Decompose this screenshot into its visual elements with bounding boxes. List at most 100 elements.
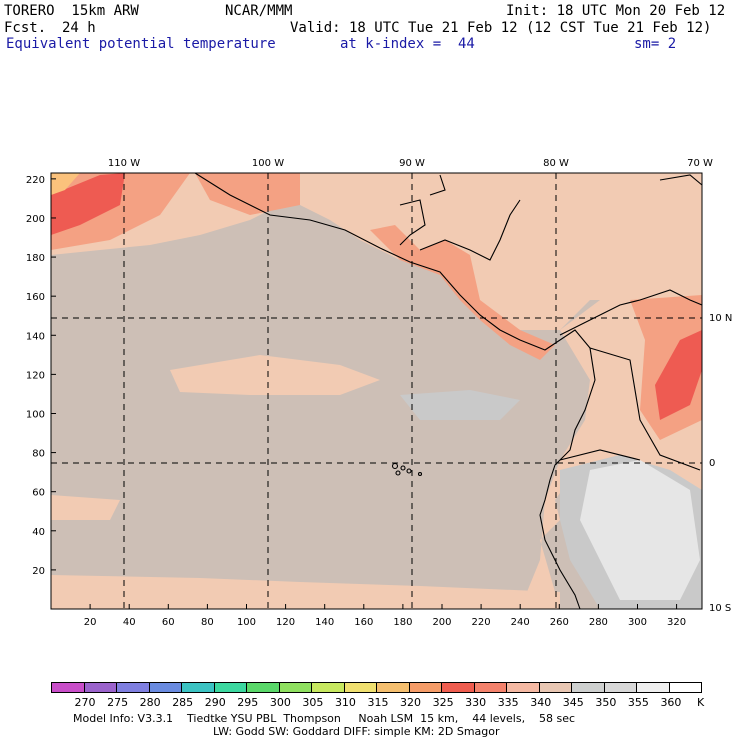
x-tick-label: 180 bbox=[393, 617, 412, 628]
longitude-label: 100 W bbox=[252, 158, 284, 169]
colorbar-swatch bbox=[409, 683, 442, 692]
colorbar-swatch bbox=[52, 683, 85, 692]
x-tick-label: 120 bbox=[276, 617, 295, 628]
colorbar-swatch bbox=[312, 683, 345, 692]
colorbar-label: 285 bbox=[172, 696, 194, 709]
y-tick-label: 20 bbox=[32, 566, 45, 577]
colorbar-label: 305 bbox=[302, 696, 324, 709]
colorbar-swatch bbox=[117, 683, 150, 692]
coastlines bbox=[194, 172, 703, 610]
colorbar-label: 295 bbox=[237, 696, 259, 709]
x-tick-label: 100 bbox=[237, 617, 256, 628]
x-tick-label: 240 bbox=[511, 617, 530, 628]
y-tick-label: 40 bbox=[32, 527, 45, 538]
colorbar-swatch bbox=[442, 683, 475, 692]
colorbar-swatch bbox=[182, 683, 215, 692]
x-tick-label: 20 bbox=[84, 617, 97, 628]
latitude-label: 0 bbox=[709, 458, 715, 469]
colorbar-swatch bbox=[507, 683, 540, 692]
forecast-hour: 24 h bbox=[62, 20, 96, 36]
y-tick-label: 100 bbox=[26, 409, 45, 420]
x-tick-label: 160 bbox=[354, 617, 373, 628]
y-tick-label: 80 bbox=[32, 449, 45, 460]
x-tick-label: 140 bbox=[315, 617, 334, 628]
colorbar-label: 270 bbox=[74, 696, 96, 709]
colorbar-swatch bbox=[247, 683, 280, 692]
colorbar-label: 355 bbox=[627, 696, 649, 709]
longitude-label: 70 W bbox=[687, 158, 713, 169]
peach-corner bbox=[51, 173, 80, 195]
colorbar-swatch bbox=[214, 683, 247, 692]
colorbar-label: 330 bbox=[465, 696, 487, 709]
colorbar-label: 345 bbox=[562, 696, 584, 709]
x-tick-label: 320 bbox=[667, 617, 686, 628]
colorbar-label: 275 bbox=[107, 696, 129, 709]
smoothing-label: sm= 2 bbox=[634, 36, 677, 52]
colorbar-swatch bbox=[149, 683, 182, 692]
forecast-label: Fcst. bbox=[4, 20, 47, 36]
warm-region-north bbox=[51, 173, 702, 330]
red-nw bbox=[51, 173, 125, 235]
x-tick-label: 200 bbox=[432, 617, 451, 628]
valid-time: Valid: 18 UTC Tue 21 Feb 12 (12 CST Tue … bbox=[290, 20, 712, 36]
warm-band-south bbox=[51, 575, 560, 609]
colorbar-swatch bbox=[669, 683, 701, 692]
init-time: Init: 18 UTC Mon 20 Feb 12 bbox=[506, 3, 726, 19]
y-tick-label: 160 bbox=[26, 292, 45, 303]
longitude-label: 110 W bbox=[108, 158, 140, 169]
colorbar-swatch bbox=[84, 683, 117, 692]
model-title: TORERO 15km ARW bbox=[4, 3, 139, 19]
x-tick-label: 80 bbox=[201, 617, 214, 628]
field-name: Equivalent potential temperature bbox=[6, 36, 276, 52]
warm-patch-west bbox=[51, 495, 120, 520]
map-frame bbox=[50, 172, 703, 610]
y-tick-label: 220 bbox=[26, 175, 45, 186]
x-tick-label: 220 bbox=[472, 617, 491, 628]
colorbar-swatch bbox=[637, 683, 670, 692]
x-tick-label: 300 bbox=[628, 617, 647, 628]
colorbar-label: 340 bbox=[530, 696, 552, 709]
colorbar-label: 360 bbox=[660, 696, 682, 709]
latitude-label: 10 N bbox=[709, 313, 732, 324]
org-label: NCAR/MMM bbox=[225, 3, 293, 19]
colorbar-swatch bbox=[279, 683, 312, 692]
colorbar-label: 350 bbox=[595, 696, 617, 709]
colorbar-label: 315 bbox=[367, 696, 389, 709]
colorbar-swatch bbox=[604, 683, 637, 692]
y-axis-ticks: 20 40 60 80 100 120 140 160 180 200 220 bbox=[26, 175, 56, 577]
warm-band-mid bbox=[170, 355, 380, 395]
y-tick-label: 60 bbox=[32, 488, 45, 499]
x-tick-label: 260 bbox=[550, 617, 569, 628]
gray-patch bbox=[400, 390, 520, 420]
salmon-central-am bbox=[370, 225, 555, 360]
y-tick-label: 120 bbox=[26, 370, 45, 381]
latitude-labels: 10 N 0 10 S bbox=[709, 313, 732, 614]
x-tick-label: 60 bbox=[162, 617, 175, 628]
x-tick-label: 280 bbox=[589, 617, 608, 628]
colorbar bbox=[51, 682, 702, 693]
colorbar-label: 320 bbox=[400, 696, 422, 709]
longitude-label: 90 W bbox=[399, 158, 425, 169]
physics-info: LW: Godd SW: Goddard DIFF: simple KM: 2D… bbox=[213, 725, 500, 738]
colorbar-label: 310 bbox=[334, 696, 356, 709]
longitude-label: 80 W bbox=[543, 158, 569, 169]
level-label: at k-index = 44 bbox=[340, 36, 475, 52]
x-tick-label: 40 bbox=[123, 617, 136, 628]
colorbar-label: 290 bbox=[204, 696, 226, 709]
field-shading bbox=[51, 173, 702, 609]
colorbar-swatch bbox=[539, 683, 572, 692]
colorbar-swatch bbox=[474, 683, 507, 692]
red-east bbox=[655, 330, 702, 420]
model-info: Model Info: V3.3.1 Tiedtke YSU PBL Thomp… bbox=[73, 712, 576, 725]
colorbar-swatch bbox=[572, 683, 605, 692]
latlon-grid bbox=[51, 173, 702, 609]
latitude-label: 10 S bbox=[709, 603, 731, 614]
longitude-labels: 110 W 100 W 90 W 80 W 70 W bbox=[108, 158, 713, 169]
salmon-coast bbox=[195, 173, 300, 215]
colorbar-label: 325 bbox=[432, 696, 454, 709]
colorbar-label: 300 bbox=[269, 696, 291, 709]
y-tick-label: 140 bbox=[26, 331, 45, 342]
colorbar-swatch bbox=[377, 683, 410, 692]
x-axis-ticks: 20 40 60 80 100 120 140 160 180 200 220 240 260 280 30… bbox=[84, 604, 686, 628]
